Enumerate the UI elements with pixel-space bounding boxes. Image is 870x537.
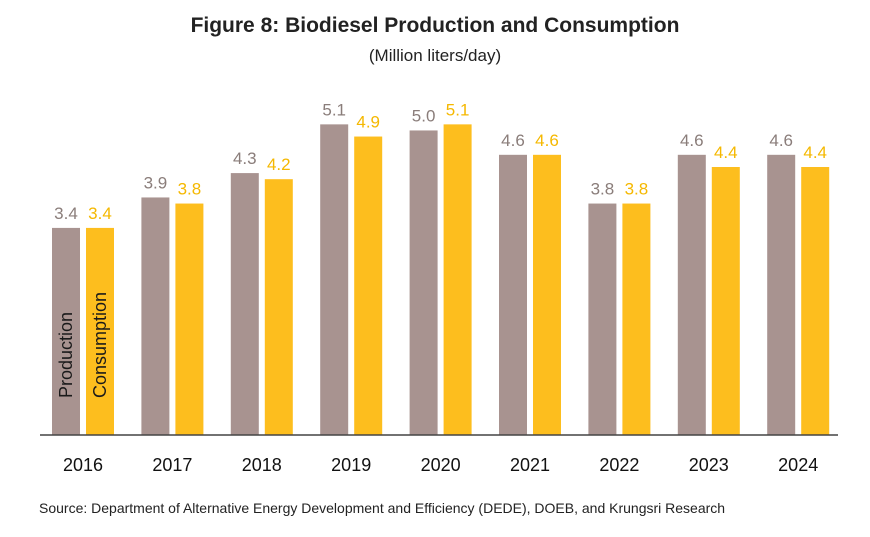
data-label-production-2022: 3.8	[591, 180, 615, 199]
x-tick-label-2021: 2021	[510, 455, 550, 475]
data-label-production-2018: 4.3	[233, 149, 257, 168]
bar-production-2019	[320, 124, 349, 435]
bar-consumption-2021	[533, 154, 561, 435]
bar-production-2018	[230, 173, 259, 435]
x-tick-label-2020: 2020	[421, 455, 461, 475]
data-label-consumption-2024: 4.4	[803, 143, 827, 162]
bar-production-2020	[409, 130, 438, 436]
bar-consumption-2019	[354, 136, 383, 435]
bar-production-2024	[767, 154, 796, 435]
bar-consumption-2023	[711, 167, 740, 435]
labels-layer: 3.4 3.4 3.9 3.8 4.3 4.2 5.1 4.9 5.0 5.1 4.6 4.6 3.8 3…	[54, 100, 827, 223]
bar-consumption-2020	[443, 124, 472, 435]
bar-consumption-2017	[175, 203, 204, 435]
data-label-consumption-2017: 3.8	[178, 180, 202, 199]
x-tick-label-2018: 2018	[242, 455, 282, 475]
bar-consumption-2024	[801, 167, 830, 435]
bar-production-2022	[588, 203, 617, 435]
x-tick-label-2019: 2019	[331, 455, 371, 475]
data-label-consumption-2018: 4.2	[267, 155, 291, 174]
bar-production-2021	[499, 154, 527, 435]
data-label-production-2019: 5.1	[322, 100, 346, 119]
x-tick-label-2016: 2016	[63, 455, 103, 475]
bar-consumption-2016	[86, 227, 114, 435]
bar-production-2017	[141, 197, 170, 435]
bar-production-2016	[52, 227, 80, 435]
data-label-consumption-2020: 5.1	[446, 100, 470, 119]
data-label-consumption-2016: 3.4	[88, 204, 112, 223]
chart-source: Source: Department of Alternative Energy…	[39, 500, 726, 516]
bar-consumption-2018	[264, 179, 293, 435]
data-label-production-2023: 4.6	[680, 131, 704, 150]
data-label-production-2021: 4.6	[501, 131, 525, 150]
x-tick-label-2017: 2017	[152, 455, 192, 475]
data-label-consumption-2023: 4.4	[714, 143, 738, 162]
legend-production: Production	[56, 312, 76, 398]
legend-consumption: Consumption	[90, 292, 110, 398]
x-tick-label-2024: 2024	[778, 455, 818, 475]
data-label-production-2024: 4.6	[769, 131, 793, 150]
data-label-production-2017: 3.9	[144, 173, 168, 192]
x-tick-labels: 2016 2017 2018 2019 2020 2021 2022 2023 2024	[63, 455, 818, 475]
x-tick-label-2023: 2023	[689, 455, 729, 475]
legend: Production Consumption	[56, 292, 110, 398]
data-label-consumption-2019: 4.9	[356, 113, 380, 132]
bars-layer	[52, 124, 830, 436]
x-tick-label-2022: 2022	[599, 455, 639, 475]
data-label-consumption-2022: 3.8	[625, 180, 649, 199]
data-label-production-2016: 3.4	[54, 204, 78, 223]
chart-subtitle: (Million liters/day)	[368, 46, 502, 65]
bar-production-2023	[677, 154, 706, 435]
data-label-production-2020: 5.0	[412, 106, 436, 125]
bar-consumption-2022	[622, 203, 651, 435]
data-label-consumption-2021: 4.6	[535, 131, 559, 150]
chart-title: Figure 8: Biodiesel Production and Consu…	[190, 14, 680, 37]
